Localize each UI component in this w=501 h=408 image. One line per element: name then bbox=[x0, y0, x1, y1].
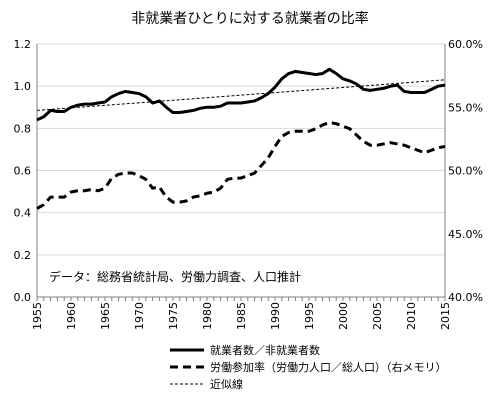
y-left-tick-label: 0.2 bbox=[14, 249, 32, 262]
y-left-tick-label: 0.6 bbox=[14, 165, 32, 178]
x-tick-label: 1965 bbox=[99, 302, 112, 330]
x-tick-label: 1955 bbox=[31, 302, 44, 330]
x-tick-label: 1970 bbox=[133, 302, 146, 330]
y-right-tick-label: 55.0% bbox=[448, 101, 483, 114]
y-right-tick-label: 40.0% bbox=[448, 291, 483, 304]
x-tick-label: 2000 bbox=[337, 302, 350, 330]
x-tick-label: 2015 bbox=[439, 302, 452, 330]
y-left-tick-label: 0.8 bbox=[14, 122, 32, 135]
legend-label-1: 労働参加率（労働力人口／総人口）（右メモリ） bbox=[210, 360, 447, 374]
y-right-tick-label: 60.0% bbox=[448, 38, 483, 51]
x-tick-label: 2010 bbox=[405, 302, 418, 330]
grid-layer bbox=[37, 43, 445, 256]
x-tick-label: 2005 bbox=[371, 302, 384, 330]
x-tick-label: 1980 bbox=[201, 302, 214, 330]
chart-annotation: データ：総務省統計局、労働力調査、人口推計 bbox=[49, 269, 301, 284]
x-tick-label: 1960 bbox=[65, 302, 78, 330]
x-tick-label: 1985 bbox=[235, 302, 248, 330]
y-left-tick-label: 0.4 bbox=[14, 207, 32, 220]
y-left-tick-label: 1.2 bbox=[14, 38, 32, 51]
chart-title: 非就業者ひとりに対する就業者の比率 bbox=[131, 10, 369, 27]
x-tick-label: 1995 bbox=[303, 302, 316, 330]
x-tick-label: 1990 bbox=[269, 302, 282, 330]
axes-layer: 0.0 0.2 0.4 0.6 0.8 1.0 1.2 40.0% 45.0% 50.0% 55.0… bbox=[14, 38, 483, 330]
y-left-tick-label: 0.0 bbox=[14, 291, 32, 304]
y-right-tick-label: 50.0% bbox=[448, 165, 483, 178]
y-right-tick-label: 45.0% bbox=[448, 228, 483, 241]
x-tick-label: 1975 bbox=[167, 302, 180, 330]
series-line-0 bbox=[36, 67, 446, 122]
series-layer bbox=[36, 67, 446, 210]
legend-label-2: 近似線 bbox=[210, 377, 243, 391]
y-left-tick-label: 1.0 bbox=[14, 80, 32, 93]
legend-label-0: 就業者数／非就業者数 bbox=[210, 343, 320, 357]
series-line-2 bbox=[36, 79, 446, 111]
series-line-1 bbox=[36, 120, 446, 210]
